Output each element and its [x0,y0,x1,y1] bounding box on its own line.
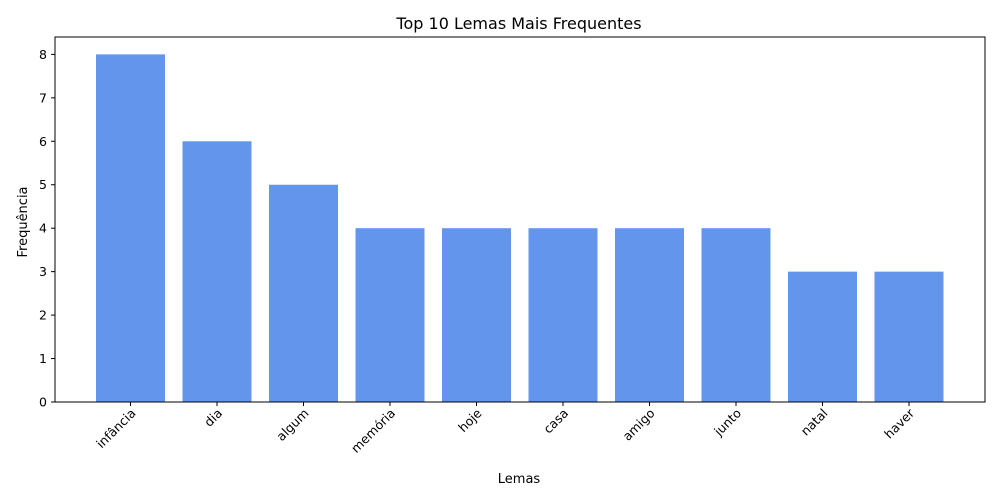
x-tick-label: hoje [455,405,485,435]
y-tick-label: 2 [39,308,47,323]
y-axis: 0 1 2 3 4 5 6 7 8 [39,47,55,410]
x-tick-label: amigo [620,406,658,444]
y-tick-label: 4 [39,221,47,236]
x-tick-label: dia [201,406,225,430]
x-tick-label: casa [540,406,571,437]
y-tick-label: 6 [39,134,47,149]
y-tick-label: 0 [39,395,47,410]
bar-5 [528,228,598,402]
bar-0 [96,54,165,402]
chart-title: Top 10 Lemas Mais Frequentes [395,14,641,33]
bar-1 [182,141,252,403]
x-tick-label: junto [710,406,744,440]
x-tick-label: memória [348,406,398,456]
plot-area [96,54,944,403]
x-tick-label: haver [881,405,918,442]
y-axis-label: Frequência [16,186,31,257]
x-axis-label: Lemas [498,472,541,487]
x-tick-label: infância [93,406,139,452]
y-tick-label: 1 [39,351,47,366]
bar-9 [874,271,944,402]
bar-4 [442,228,511,402]
x-axis: infância dia algum memória hoje casa amigo junt… [93,402,918,456]
bar-8 [788,271,857,402]
bar-2 [269,184,338,402]
y-tick-label: 8 [39,47,47,62]
y-tick-label: 3 [39,264,47,279]
bar-6 [615,228,684,402]
x-tick-label: natal [798,406,831,439]
bar-3 [355,228,425,402]
bar-7 [701,228,771,402]
y-tick-label: 5 [39,177,47,192]
plot-frame [54,36,986,403]
y-tick-label: 7 [39,90,47,105]
x-tick-label: algum [273,406,311,444]
